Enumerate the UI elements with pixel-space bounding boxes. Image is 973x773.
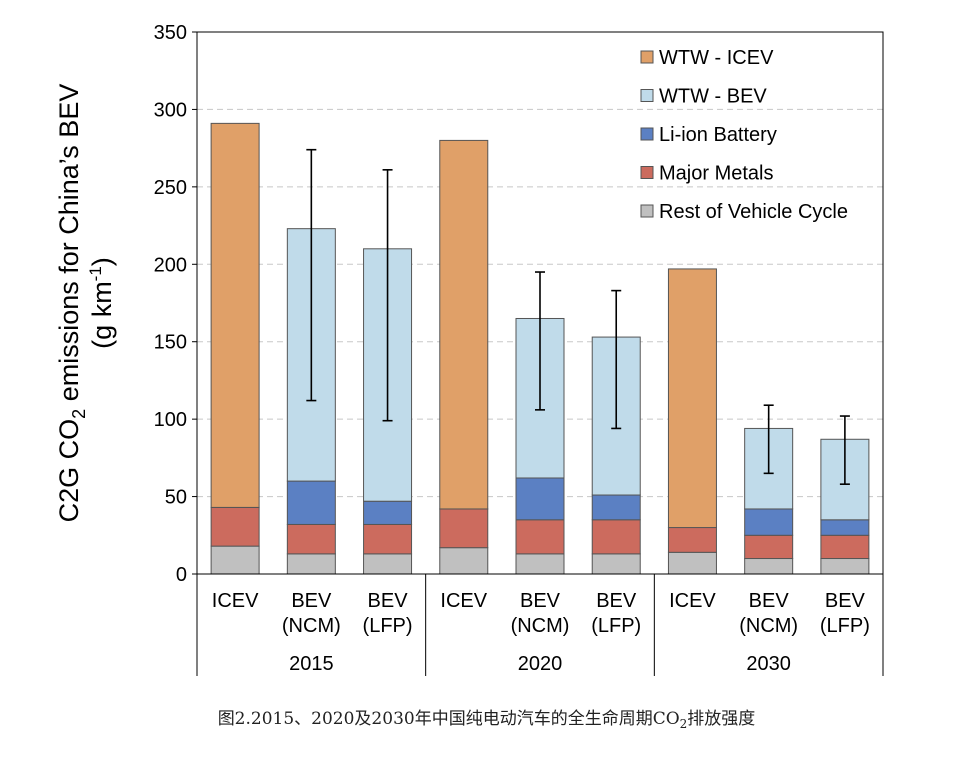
bar-segment (820, 534, 870, 560)
legend: WTW - ICEV WTW - BEV Li-ion Battery Major M… (640, 47, 848, 223)
bar-segment (744, 558, 794, 575)
x-tick-label: BEV (291, 590, 332, 612)
y-axis-title-line2: (g km-1) (86, 257, 117, 349)
y-tick-label: 100 (154, 409, 187, 431)
legend-swatch (640, 204, 654, 218)
y-tick-label: 0 (176, 564, 187, 586)
y-tick-label: 50 (165, 487, 187, 509)
bar-segment (210, 545, 260, 575)
y-tick-label: 350 (154, 22, 187, 44)
bar-segment (667, 551, 717, 575)
y-tick-label: 250 (154, 177, 187, 199)
bar-segment (439, 508, 489, 549)
plot-frame (196, 31, 884, 575)
bar-segment (667, 268, 717, 529)
legend-label: Li-ion Battery (659, 124, 777, 146)
bar-segment (363, 500, 413, 525)
bar-segment (439, 547, 489, 575)
legend-swatch (640, 89, 654, 102)
x-tick-label: BEV (825, 590, 866, 612)
bar-segment (515, 519, 565, 555)
bar-segment (363, 523, 413, 555)
legend-label: Major Metals (659, 163, 773, 185)
caption-prefix: 图2.2015、2020及2030年中国纯电动汽车的全生命周期CO (217, 709, 680, 729)
group-label: 2020 (518, 653, 563, 675)
x-tick-label: ICEV (440, 590, 487, 612)
bar-segment (667, 527, 717, 553)
legend-label: Rest of Vehicle Cycle (659, 201, 848, 223)
x-tick-label-line2: (LFP) (363, 615, 413, 637)
x-tick-label: ICEV (212, 590, 259, 612)
bar-segment (363, 553, 413, 575)
bar-segment (286, 480, 336, 525)
bar-segment (744, 534, 794, 560)
y-tick-label: 200 (154, 254, 187, 276)
chart: 0 50 100 150 200 250 300 350 ICEV BEV (NCM) BEV (LFP… (54, 22, 884, 676)
bar-segment (744, 508, 794, 536)
group-label: 2030 (746, 653, 791, 675)
y-axis-title: C2G CO2 emissions for China’s BEV (g km-1… (54, 84, 117, 523)
bar-segment (515, 553, 565, 575)
axes: 0 50 100 150 200 250 300 350 ICEV BEV (NCM) BEV (LFP… (154, 22, 884, 676)
y-axis-title-line1: C2G CO2 emissions for China’s BEV (54, 84, 89, 523)
legend-swatch (640, 166, 654, 179)
x-tick-label-line2: (LFP) (591, 615, 641, 637)
legend-swatch (640, 127, 654, 141)
legend-label: WTW - BEV (659, 86, 767, 108)
x-tick-label-line2: (LFP) (820, 615, 870, 637)
caption-suffix: 排放强度 (687, 709, 756, 729)
caption-subscript: 2 (679, 717, 688, 731)
bar-segment (439, 139, 489, 510)
x-tick-label-line2: (NCM) (282, 615, 341, 637)
x-tick-label: ICEV (669, 590, 716, 612)
bar-segment (591, 519, 641, 555)
x-tick-label: BEV (596, 590, 637, 612)
x-tick-label: BEV (368, 590, 409, 612)
x-tick-label: BEV (520, 590, 561, 612)
bar-segment (210, 122, 260, 508)
bar-segment (210, 506, 260, 547)
bar-segment (515, 477, 565, 521)
group-label: 2015 (289, 653, 334, 675)
x-tick-label: BEV (749, 590, 790, 612)
y-tick-label: 300 (154, 99, 187, 121)
bar-segment (820, 558, 870, 575)
bar-segment (591, 494, 641, 521)
figure-caption: 图2.2015、2020及2030年中国纯电动汽车的全生命周期CO2排放强度 (0, 704, 973, 731)
y-tick-label: 150 (154, 332, 187, 354)
x-tick-label-line2: (NCM) (739, 615, 798, 637)
error-bars (306, 148, 850, 485)
bar-segment (820, 519, 870, 536)
bar-segment (591, 553, 641, 575)
legend-swatch (640, 50, 654, 64)
bar-segment (286, 553, 336, 575)
x-tick-label-line2: (NCM) (511, 615, 570, 637)
bar-segment (286, 523, 336, 555)
legend-label: WTW - ICEV (659, 47, 774, 69)
